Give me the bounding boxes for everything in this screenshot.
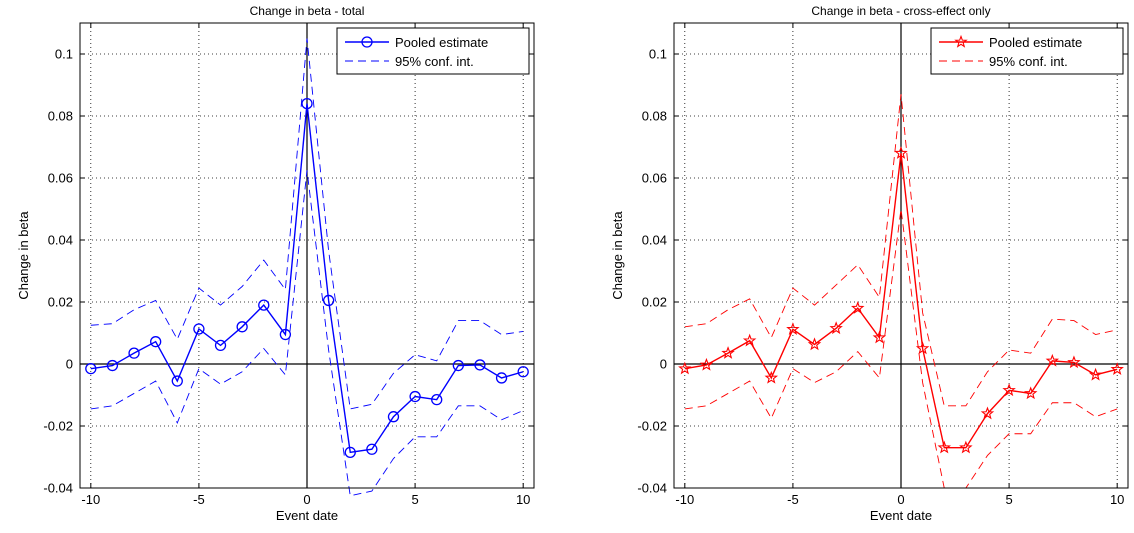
chart0-estimate-point xyxy=(214,339,227,352)
chart1-estimate-point xyxy=(894,146,908,159)
chart1-estimate-point xyxy=(1023,386,1038,400)
chart1-estimate-point xyxy=(807,337,822,351)
chart1-estimate-point xyxy=(980,406,995,420)
chart1-estimate-point xyxy=(1045,353,1060,367)
chart0-estimate-point xyxy=(322,294,335,307)
chart0-estimate-point xyxy=(193,323,205,335)
chart0-axes-box xyxy=(79,22,535,489)
chart1-x-tick-label: 5 xyxy=(1005,492,1012,507)
chart0-estimate-point xyxy=(366,443,378,455)
chart0-estimate-point xyxy=(452,359,464,372)
chart0-y-tick-label: 0.06 xyxy=(48,171,73,186)
chart1-estimate-point xyxy=(1067,355,1081,369)
chart1-ylabel: Change in beta xyxy=(610,211,625,300)
chart1-estimate-point xyxy=(937,440,951,454)
chart1-xlabel: Event date xyxy=(870,508,932,523)
chart0-estimate-point xyxy=(409,390,421,403)
chart1-x-tick-label: -10 xyxy=(675,492,694,507)
chart0-ci-line-1 xyxy=(90,38,524,410)
chart0-estimate-point xyxy=(517,366,529,378)
chart1-x-tick-label: 0 xyxy=(897,492,904,507)
chart1-y-tick-label: 0.1 xyxy=(649,47,667,62)
chart1-y-tick-label: -0.02 xyxy=(637,419,667,434)
chart0-xlabel: Event date xyxy=(276,508,338,523)
chart0-ylabel: Change in beta xyxy=(16,211,31,300)
chart0-y-tick-label: 0.04 xyxy=(48,233,73,248)
chart1-estimate-point xyxy=(721,346,735,359)
chart0-x-tick-label: -10 xyxy=(81,492,100,507)
chart0-x-tick-label: 5 xyxy=(411,492,418,507)
chart0-x-tick-label: -5 xyxy=(193,492,205,507)
chart1-estimate-point xyxy=(959,440,973,454)
chart0-y-tick-label: -0.04 xyxy=(43,481,73,496)
chart0-estimate-point xyxy=(128,347,140,359)
chart1-estimate-point xyxy=(678,361,692,375)
chart0-x-tick-label: 10 xyxy=(516,492,530,507)
chart1-estimate-point xyxy=(829,321,843,335)
chart0-estimate-point xyxy=(106,359,119,372)
chart0-y-tick-label: 0.1 xyxy=(55,47,73,62)
chart1-estimate-point xyxy=(1088,367,1103,381)
chart0-y-tick-label: -0.02 xyxy=(43,419,73,434)
chart1-estimate-point xyxy=(915,341,930,355)
chart1-estimate-point xyxy=(851,301,865,314)
chart1-y-tick-label: -0.04 xyxy=(637,481,667,496)
chart1-x-tick-label: -5 xyxy=(787,492,799,507)
chart0-y-tick-label: 0.08 xyxy=(48,109,73,124)
chart0-ci-line-2 xyxy=(90,170,524,497)
chart0-legend-estimate-label: Pooled estimate xyxy=(395,35,488,50)
chart0-estimate-point xyxy=(431,393,443,406)
chart0-estimate-point xyxy=(474,359,486,371)
chart0-estimate-point xyxy=(495,372,508,384)
chart1-estimate-point xyxy=(764,370,779,384)
chart0-estimate-point xyxy=(85,362,97,375)
chart0-estimate-point xyxy=(387,411,400,423)
chart1-y-tick-label: 0.06 xyxy=(642,171,667,186)
chart0-legend-ci-label: 95% conf. int. xyxy=(395,54,474,69)
chart1-y-tick-label: 0.08 xyxy=(642,109,667,124)
chart1-x-tick-label: 10 xyxy=(1110,492,1124,507)
chart1-estimate-point xyxy=(786,322,800,336)
chart0-x-tick-label: 0 xyxy=(303,492,310,507)
chart0-y-tick-label: 0 xyxy=(66,357,73,372)
chart0-estimate-point xyxy=(150,336,162,348)
chart0-y-tick-label: 0.02 xyxy=(48,295,73,310)
chart1-legend-box xyxy=(930,27,1124,75)
chart1-ci-line-2 xyxy=(684,208,1118,489)
chart0-estimate-point xyxy=(258,299,270,311)
chart0-title: Change in beta - total xyxy=(250,4,365,18)
chart1-title: Change in beta - cross-effect only xyxy=(811,4,990,18)
chart1-legend-estimate-label: Pooled estimate xyxy=(989,35,1082,50)
chart0-estimate-point xyxy=(301,97,313,110)
chart1-y-tick-label: 0 xyxy=(660,357,667,372)
chart1-legend-estimate-marker xyxy=(954,34,968,48)
chart1-estimate-line xyxy=(684,153,1118,449)
chart1-ci-line-1 xyxy=(684,94,1118,407)
chart1-estimate-point xyxy=(1002,383,1016,397)
chart1-legend-ci-label: 95% conf. int. xyxy=(989,54,1068,69)
chart-cross-effect: -10 -5 0 5 10 -0.04 -0.02 0 0.02 0.04 0.06 0.08 0.1 C… xyxy=(610,4,1129,523)
chart0-estimate-point xyxy=(279,328,292,341)
chart1-y-tick-label: 0.02 xyxy=(642,295,667,310)
chart0-legend-estimate-marker xyxy=(361,36,373,48)
chart-total: -10 -5 0 5 10 -0.04 -0.02 0 0.02 0.04 0.06 0.08 0.1 C… xyxy=(16,4,535,523)
chart1-axes-box xyxy=(673,22,1129,489)
chart0-legend-box xyxy=(336,27,530,75)
chart0-estimate-point xyxy=(171,375,183,387)
chart1-estimate-point xyxy=(699,357,714,371)
chart1-estimate-point xyxy=(872,330,887,344)
chart0-estimate-point xyxy=(236,321,248,333)
chart0-estimate-line xyxy=(90,103,524,454)
chart1-estimate-point xyxy=(742,333,757,347)
chart1-estimate-point xyxy=(1110,362,1124,375)
chart1-y-tick-label: 0.04 xyxy=(642,233,667,248)
chart0-estimate-point xyxy=(344,446,356,459)
